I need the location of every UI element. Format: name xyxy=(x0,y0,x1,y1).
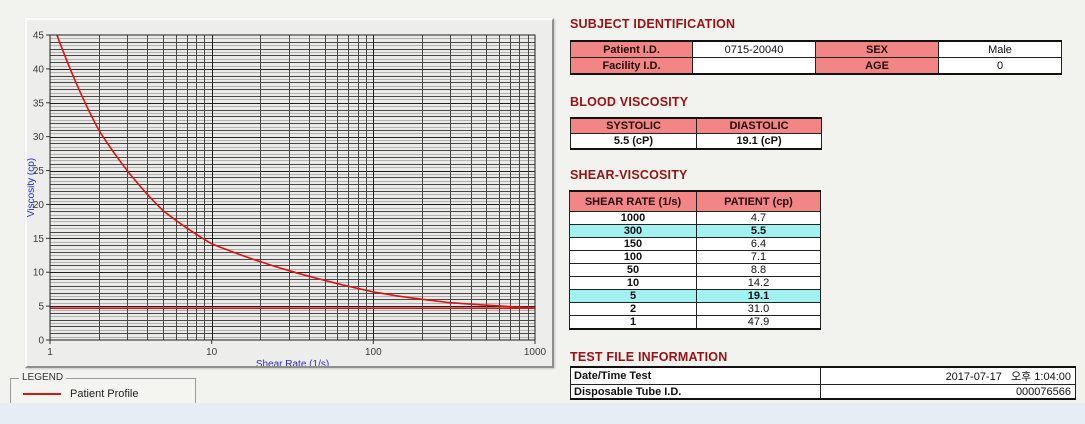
shear-row: 5 19.1 xyxy=(569,289,821,303)
shear-row: 10 14.2 xyxy=(569,276,821,290)
viscosity-chart-panel: 0 5 10 15 20 25 30 35 40 45 1 10 100 1000 Shear Rate (… xyxy=(25,18,554,368)
legend-entry: Patient Profile xyxy=(11,379,195,409)
patient-profile-line-icon xyxy=(23,393,61,395)
shear-row: 1000 4.7 xyxy=(569,211,821,225)
shear-viscosity-table: SHEAR RATE (1/s) PATIENT (cp) 1000 4.7 300… xyxy=(569,190,821,330)
systolic-header: SYSTOLIC xyxy=(570,117,697,134)
systolic-value: 5.5 (cP) xyxy=(570,133,697,150)
svg-text:1000: 1000 xyxy=(524,347,547,358)
shear-rate-cell: 10 xyxy=(569,276,697,290)
svg-text:15: 15 xyxy=(33,234,45,245)
patient-viscosity-cell: 31.0 xyxy=(696,302,821,316)
sex-value: Male xyxy=(938,40,1062,58)
section-title-test-file-information: TEST FILE INFORMATION xyxy=(570,350,728,364)
patient-id-value: 0715-20040 xyxy=(692,40,816,58)
patient-viscosity-cell: 6.4 xyxy=(696,237,821,251)
patient-cp-header: PATIENT (cp) xyxy=(696,190,821,212)
date-time-test-label: Date/Time Test xyxy=(570,366,821,385)
test-file-information-table: Date/Time Test 2017-07-17 오후 1:04:00 Dis… xyxy=(570,366,1076,400)
table-row: Facility I.D. AGE 0 xyxy=(570,57,1062,75)
shear-rate-cell: 1000 xyxy=(569,211,697,225)
svg-text:Viscosity (cp): Viscosity (cp) xyxy=(27,158,37,217)
svg-text:10: 10 xyxy=(206,347,218,358)
blood-viscosity-table: SYSTOLIC DIASTOLIC 5.5 (cP) 19.1 (cP) xyxy=(570,117,822,150)
patient-viscosity-cell: 14.2 xyxy=(696,276,821,290)
date-time-test-value: 2017-07-17 오후 1:04:00 xyxy=(820,366,1076,385)
section-title-blood-viscosity: BLOOD VISCOSITY xyxy=(570,95,689,109)
viscosity-chart-svg: 0 5 10 15 20 25 30 35 40 45 1 10 100 1000 Shear Rate (… xyxy=(27,31,547,367)
table-row: Patient I.D. 0715-20040 SEX Male xyxy=(570,40,1062,58)
shear-row: 1 47.9 xyxy=(569,315,821,330)
legend-entry-label: Patient Profile xyxy=(70,388,139,400)
patient-viscosity-cell: 47.9 xyxy=(696,315,821,330)
shear-table-body: 1000 4.7 300 5.5 150 6.4 100 7.1 50 8.8 10 14.2 5 19.… xyxy=(569,211,821,330)
shear-rate-cell: 150 xyxy=(569,237,697,251)
diastolic-value: 19.1 (cP) xyxy=(696,133,822,150)
disposable-tube-id-label: Disposable Tube I.D. xyxy=(570,384,821,400)
shear-rate-cell: 100 xyxy=(569,250,697,264)
svg-text:Shear Rate (1/s): Shear Rate (1/s) xyxy=(256,359,329,366)
section-title-subject-identification: SUBJECT IDENTIFICATION xyxy=(570,17,736,31)
svg-text:30: 30 xyxy=(33,132,45,143)
patient-viscosity-cell: 5.5 xyxy=(696,224,821,238)
patient-viscosity-cell: 7.1 xyxy=(696,250,821,264)
shear-rate-cell: 2 xyxy=(569,302,697,316)
section-title-shear-viscosity: SHEAR-VISCOSITY xyxy=(570,168,688,182)
table-row: Date/Time Test 2017-07-17 오후 1:04:00 xyxy=(570,366,1076,385)
shear-row: 100 7.1 xyxy=(569,250,821,264)
patient-viscosity-cell: 19.1 xyxy=(696,289,821,303)
shear-rate-cell: 50 xyxy=(569,263,697,277)
table-header-row: SHEAR RATE (1/s) PATIENT (cp) xyxy=(569,190,821,212)
shear-row: 2 31.0 xyxy=(569,302,821,316)
legend-title: LEGEND xyxy=(19,372,67,384)
svg-text:45: 45 xyxy=(33,31,45,42)
svg-text:40: 40 xyxy=(33,64,45,75)
svg-text:100: 100 xyxy=(365,347,382,358)
shear-rate-header: SHEAR RATE (1/s) xyxy=(569,190,697,212)
patient-id-label: Patient I.D. xyxy=(570,40,693,58)
shear-rate-cell: 1 xyxy=(569,315,697,330)
age-label: AGE xyxy=(815,57,939,75)
svg-text:10: 10 xyxy=(33,268,45,279)
svg-text:35: 35 xyxy=(33,98,45,109)
shear-rate-cell: 300 xyxy=(569,224,697,238)
table-row: Disposable Tube I.D. 000076566 xyxy=(570,384,1076,400)
shear-row: 300 5.5 xyxy=(569,224,821,238)
svg-text:25: 25 xyxy=(33,166,45,177)
shear-row: 150 6.4 xyxy=(569,237,821,251)
svg-text:1: 1 xyxy=(47,347,53,358)
patient-viscosity-cell: 8.8 xyxy=(696,263,821,277)
svg-text:20: 20 xyxy=(33,200,45,211)
shear-row: 50 8.8 xyxy=(569,263,821,277)
svg-text:5: 5 xyxy=(38,302,44,313)
diastolic-header: DIASTOLIC xyxy=(696,117,822,134)
shear-rate-cell: 5 xyxy=(569,289,697,303)
patient-viscosity-cell: 4.7 xyxy=(696,211,821,225)
sex-label: SEX xyxy=(815,40,939,58)
table-header-row: SYSTOLIC DIASTOLIC xyxy=(570,117,822,134)
window-bottom-band xyxy=(0,403,1085,424)
disposable-tube-id-value: 000076566 xyxy=(820,384,1076,400)
subject-identification-table: Patient I.D. 0715-20040 SEX Male Facilit… xyxy=(570,40,1062,75)
svg-text:0: 0 xyxy=(38,336,44,347)
facility-id-value xyxy=(692,57,816,75)
facility-id-label: Facility I.D. xyxy=(570,57,693,75)
age-value: 0 xyxy=(938,57,1062,75)
table-row: 5.5 (cP) 19.1 (cP) xyxy=(570,133,822,150)
